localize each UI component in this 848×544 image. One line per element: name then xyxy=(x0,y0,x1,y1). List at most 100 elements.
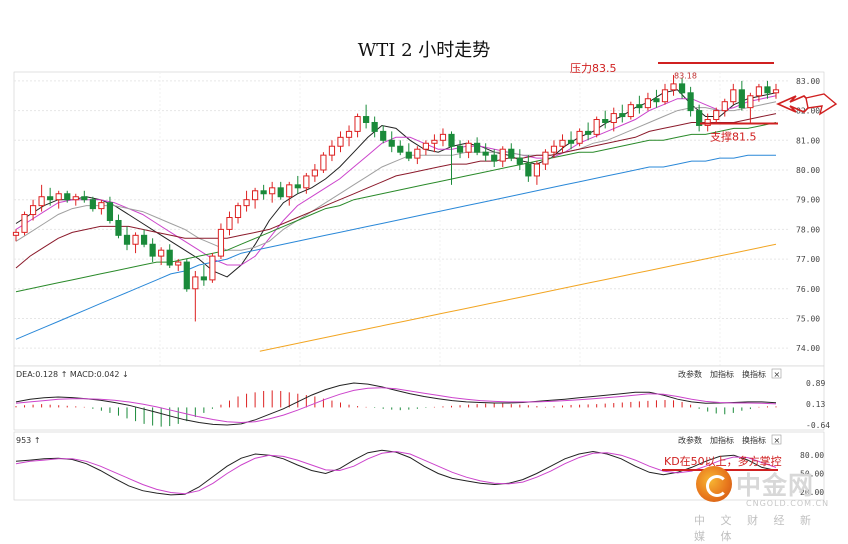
candle xyxy=(772,83,780,99)
candle xyxy=(499,146,506,168)
candle-body xyxy=(337,136,344,147)
candle xyxy=(132,232,139,254)
panel-button[interactable]: 换指标 xyxy=(742,435,766,445)
candle xyxy=(465,140,472,159)
candle-body xyxy=(363,116,370,123)
candle xyxy=(696,104,703,132)
candle xyxy=(405,143,412,162)
candle xyxy=(328,140,336,162)
candle xyxy=(764,80,771,99)
candle xyxy=(98,199,105,215)
candle xyxy=(354,113,361,138)
price-tick-label: 75.00 xyxy=(796,314,820,323)
candle-body xyxy=(636,104,643,109)
candle-body xyxy=(747,95,754,109)
candle-body xyxy=(132,234,139,245)
candle-body xyxy=(166,249,173,266)
candle-body xyxy=(439,133,447,141)
close-icon: × xyxy=(774,370,781,379)
candle-body xyxy=(243,199,250,207)
candle-body xyxy=(81,196,88,201)
candle-body xyxy=(542,151,549,165)
candle xyxy=(226,211,233,236)
candle-body xyxy=(678,83,686,94)
panel-button[interactable]: 改参数 xyxy=(678,435,702,445)
candle-body xyxy=(593,119,600,135)
watermark-domain: CNGOLD.COM.CN xyxy=(746,499,830,508)
kd-k-line xyxy=(15,449,777,496)
macd-tick-label: 0.89 xyxy=(806,379,825,388)
candle-body xyxy=(422,142,429,150)
candle xyxy=(175,259,182,271)
panel-button[interactable]: 换指标 xyxy=(742,369,766,379)
price-tick-label: 78.00 xyxy=(796,225,820,234)
candle-body xyxy=(772,89,780,94)
candle xyxy=(123,226,131,251)
candle xyxy=(448,131,455,185)
candle xyxy=(747,92,754,123)
candle xyxy=(21,211,28,236)
candle xyxy=(414,146,421,165)
candle-body xyxy=(576,130,583,144)
candle-body xyxy=(217,228,225,257)
candle xyxy=(234,202,242,224)
price-axis-ticks: 83.00 82.00 81.00 80.00 79.00 78.00 77.00 76.00… xyxy=(796,77,820,353)
candle-body xyxy=(764,86,771,94)
price-tick-label: 79.00 xyxy=(796,196,820,205)
kd-axis-ticks: 80.00 50.00 20.00 xyxy=(800,451,824,497)
price-annotations: 压力83.5 支撑81.5 83.18 xyxy=(570,62,838,143)
candle xyxy=(525,155,532,182)
panel-button[interactable]: 加指标 xyxy=(710,435,734,445)
candle xyxy=(209,253,216,283)
candle-body xyxy=(414,148,421,159)
moving-average-line xyxy=(259,243,777,352)
price-panel: 83.00 82.00 81.00 80.00 79.00 78.00 77.00 76.00… xyxy=(12,62,838,367)
candle xyxy=(89,196,96,212)
close-icon: × xyxy=(774,436,781,445)
candle xyxy=(158,247,165,266)
panel-button[interactable]: 加指标 xyxy=(710,369,734,379)
candle xyxy=(380,125,387,144)
candle xyxy=(678,77,686,99)
candle-body xyxy=(431,139,438,144)
candle xyxy=(422,140,429,156)
candle xyxy=(363,104,370,129)
kd-panel-background xyxy=(13,431,825,501)
candle xyxy=(721,98,728,117)
candle xyxy=(508,143,515,162)
candle xyxy=(115,214,122,239)
candle-body xyxy=(209,255,216,281)
candle xyxy=(200,265,207,286)
price-tick-label: 81.00 xyxy=(796,136,820,145)
candle xyxy=(627,101,634,120)
candle xyxy=(687,86,694,117)
candle-body xyxy=(252,190,259,201)
candle-body xyxy=(644,98,652,109)
moving-average-line xyxy=(15,101,777,251)
candle-body xyxy=(670,83,677,91)
candle xyxy=(474,137,481,156)
kd-tick-label: 20.00 xyxy=(800,488,824,497)
candle-body xyxy=(140,234,148,245)
panel-close-button[interactable] xyxy=(771,434,782,445)
candle-body xyxy=(328,145,336,156)
candle xyxy=(738,80,745,111)
price-tick-label: 82.00 xyxy=(796,107,820,116)
support-label: 支撑81.5 xyxy=(710,129,757,143)
candle xyxy=(166,244,173,268)
candle-body xyxy=(64,193,71,201)
candle-body xyxy=(12,231,20,236)
panel-button[interactable]: 改参数 xyxy=(678,369,702,379)
candle xyxy=(593,116,600,138)
candle-body xyxy=(175,261,182,266)
candle xyxy=(217,223,225,260)
candle xyxy=(243,190,250,212)
panel-close-button[interactable] xyxy=(771,368,782,379)
candle-body xyxy=(721,101,728,112)
candle xyxy=(388,131,395,153)
candle xyxy=(29,199,37,221)
kd-d-line xyxy=(15,450,777,495)
candle xyxy=(439,128,447,147)
candle xyxy=(636,95,643,114)
candle xyxy=(542,149,549,170)
